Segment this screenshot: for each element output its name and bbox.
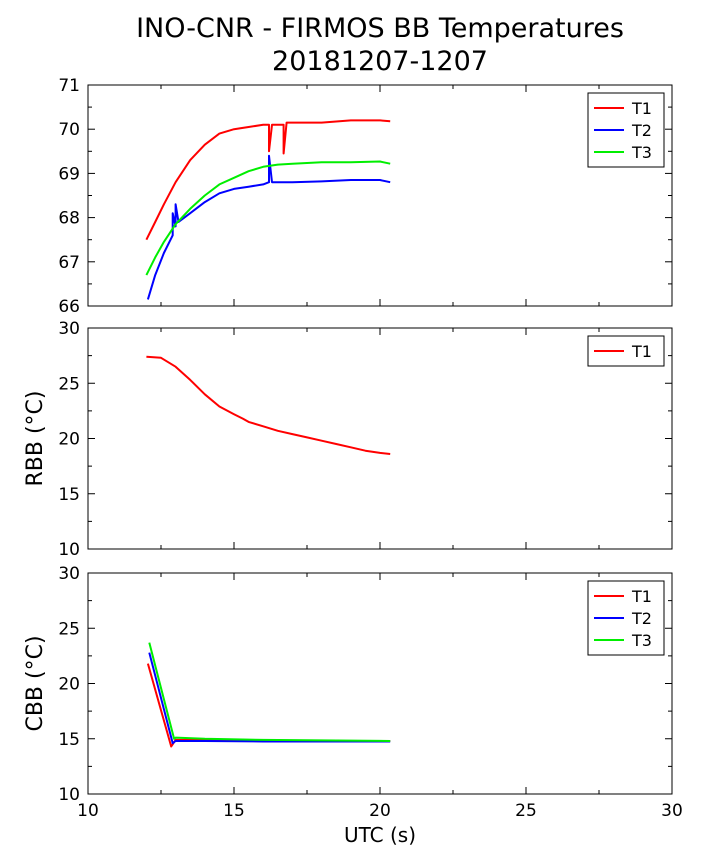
y-tick-label: 20: [58, 675, 80, 695]
x-axis-label: UTC (s): [344, 823, 416, 847]
panel-1: 66 67 68 69 70 71 T1 T2 T3: [58, 76, 673, 317]
y-axis-label: RBB (°C): [23, 391, 48, 487]
legend-label-t2: T2: [631, 121, 652, 140]
legend: T1 T2 T3: [587, 580, 665, 656]
legend-label-t2: T2: [631, 609, 652, 628]
y-tick-label: 68: [58, 209, 80, 229]
y-tick-label: 69: [58, 164, 80, 184]
legend-label-t1: T1: [631, 342, 652, 361]
legend-box: [587, 92, 665, 168]
x-tick-label: 20: [369, 801, 391, 821]
y-tick-label: 25: [58, 619, 80, 639]
series-line-t1: [145, 119, 391, 241]
y-tick-label: 71: [58, 76, 80, 96]
x-tick-label: 30: [661, 801, 683, 821]
legend-label-t1: T1: [631, 99, 652, 118]
series-line-t2: [146, 154, 391, 300]
x-tick-label: 25: [515, 801, 537, 821]
y-tick-label: 10: [58, 785, 80, 805]
panel-3: 10 15 20 25 30 10 15 20 25 30 CBB (°C) T1 T2 T3: [23, 564, 683, 821]
y-axis-label: CBB (°C): [23, 635, 48, 731]
legend-label-t3: T3: [631, 143, 652, 162]
legend: T1 T2 T3: [587, 92, 665, 168]
legend: T1: [587, 335, 665, 367]
series-line-t1: [146, 663, 391, 748]
x-tick-label: 15: [223, 801, 245, 821]
y-tick-label: 10: [58, 540, 80, 560]
series-line-t3: [145, 160, 391, 276]
y-tick-label: 15: [58, 485, 80, 505]
series-line-t1: [146, 355, 391, 455]
y-tick-label: 70: [58, 120, 80, 140]
panel-2: 10 15 20 25 30 RBB (°C) T1: [23, 319, 673, 560]
y-tick-label: 20: [58, 430, 80, 450]
plot-frame: [87, 572, 673, 795]
plot-frame: [87, 84, 673, 307]
series-line-t2: [148, 652, 391, 745]
y-tick-label: 67: [58, 253, 80, 273]
legend-label-t1: T1: [631, 587, 652, 606]
y-tick-label: 30: [58, 319, 80, 339]
chart-title-line2: 20181207-1207: [272, 46, 488, 77]
y-tick-label: 25: [58, 374, 80, 394]
x-tick-label: 10: [77, 801, 99, 821]
chart-title-line1: INO-CNR - FIRMOS BB Temperatures: [136, 13, 624, 44]
y-tick-label: 66: [58, 297, 80, 317]
series-line-t3: [148, 642, 391, 742]
y-tick-label: 30: [58, 564, 80, 584]
plot-frame: [87, 327, 673, 550]
y-tick-label: 15: [58, 730, 80, 750]
legend-label-t3: T3: [631, 631, 652, 650]
